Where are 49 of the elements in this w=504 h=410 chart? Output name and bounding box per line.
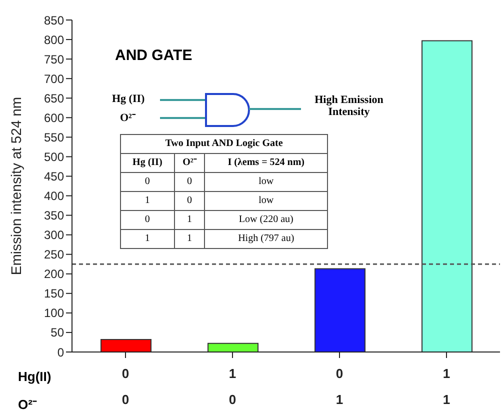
annotation: 1 bbox=[174, 210, 205, 230]
annotation: 1 bbox=[120, 192, 174, 210]
annotation: 0 bbox=[120, 172, 174, 192]
y-tick-label: 100 bbox=[44, 306, 64, 320]
annotation: O²⁻ bbox=[174, 154, 205, 172]
annotation: High (797 au) bbox=[204, 230, 328, 248]
annotation: 1 bbox=[174, 230, 205, 248]
text: Hg(II) bbox=[18, 369, 52, 384]
y-tick-label: 250 bbox=[44, 248, 64, 262]
y-axis-title: Emission intensity at 524 nm bbox=[8, 96, 24, 276]
x-tick-label: 0 0 bbox=[122, 366, 130, 407]
annotation: AND GATE bbox=[115, 47, 192, 64]
bar bbox=[208, 342, 258, 352]
annotation: 0 bbox=[174, 172, 205, 192]
x-tick-label: 1 1 bbox=[442, 366, 450, 407]
y-tick-label: 400 bbox=[44, 189, 64, 204]
annotation: 0 bbox=[120, 210, 174, 230]
text: O²⁻ bbox=[18, 396, 36, 410]
annotation: 0 bbox=[174, 192, 205, 210]
annotation: O²⁻ bbox=[120, 111, 136, 124]
annotation: Hg (II) bbox=[120, 154, 174, 172]
y-tick-label: 150 bbox=[44, 286, 64, 301]
annotation: 1 bbox=[120, 230, 174, 248]
y-tick-label: 300 bbox=[44, 228, 64, 242]
y-tick-label: 500 bbox=[44, 150, 64, 164]
x-tick-label: 1 0 bbox=[228, 366, 236, 407]
annotation: low bbox=[204, 172, 328, 192]
y-tick-label: 350 bbox=[44, 208, 64, 223]
y-tick-label: 650 bbox=[44, 91, 64, 106]
y-tick-label: 600 bbox=[44, 110, 64, 125]
y-tick-label: 550 bbox=[44, 130, 64, 144]
y-tick-label: 50 bbox=[50, 326, 64, 340]
y-tick-label: 800 bbox=[44, 32, 64, 47]
bar bbox=[314, 268, 366, 352]
x-tick-label: 0 1 bbox=[336, 366, 344, 407]
y-tick-label: 700 bbox=[44, 72, 64, 86]
annotation: High Emission Intensity bbox=[314, 94, 384, 118]
annotation: low bbox=[204, 192, 328, 210]
annotation: I (λems = 524 nm) bbox=[204, 154, 328, 172]
annotation: Hg (II) bbox=[112, 93, 145, 105]
bar bbox=[100, 339, 152, 352]
bar bbox=[422, 40, 472, 352]
annotation: Two Input AND Logic Gate bbox=[120, 134, 328, 154]
y-tick-label: 200 bbox=[44, 267, 64, 282]
y-tick-label: 450 bbox=[44, 169, 64, 184]
y-tick-label: 0 bbox=[57, 345, 64, 360]
y-tick-label: 850 bbox=[44, 13, 64, 28]
annotation: Low (220 au) bbox=[204, 210, 328, 230]
y-tick-label: 750 bbox=[44, 52, 64, 66]
